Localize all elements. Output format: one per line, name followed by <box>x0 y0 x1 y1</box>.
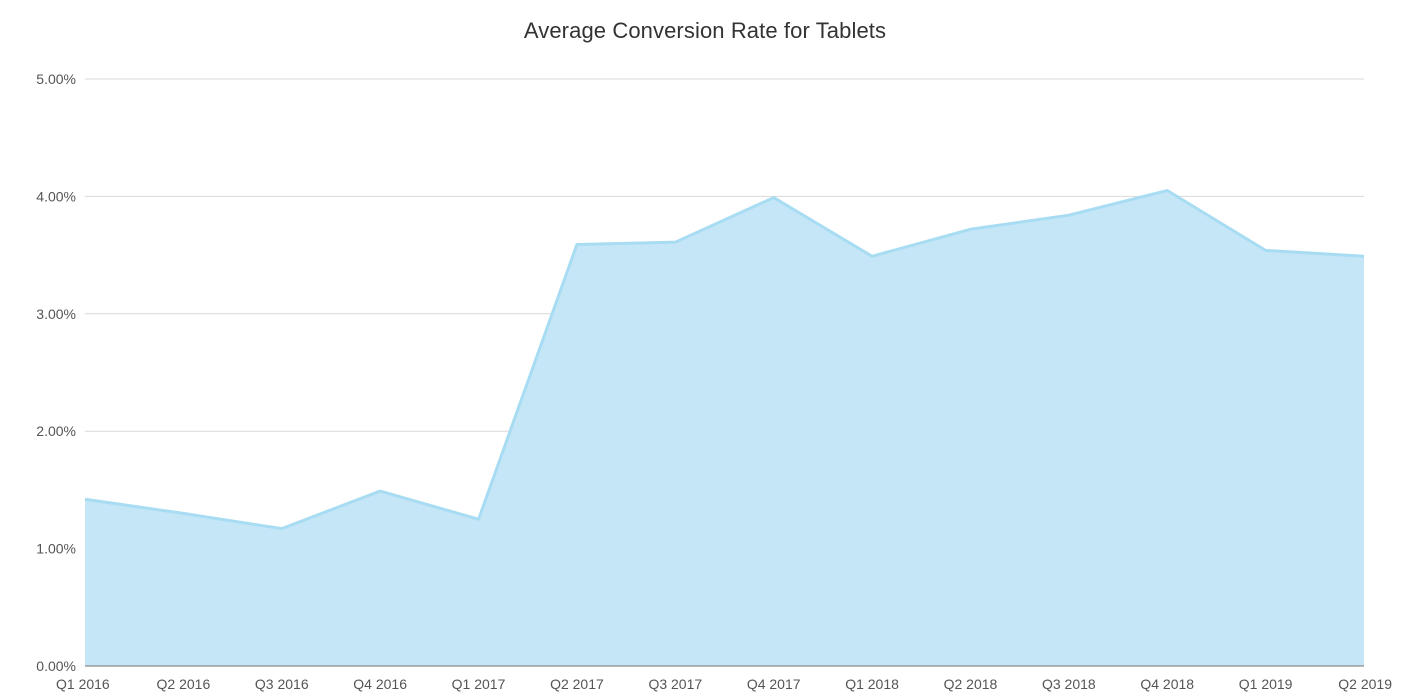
x-tick-label: Q1 2019 <box>1239 676 1293 692</box>
x-tick-label: Q3 2016 <box>255 676 309 692</box>
area-fill <box>85 190 1364 666</box>
x-tick-label: Q3 2018 <box>1042 676 1096 692</box>
series-line <box>84 189 1365 531</box>
series-area <box>84 189 1365 666</box>
x-tick-label: Q4 2018 <box>1140 676 1194 692</box>
y-tick-label: 1.00% <box>36 541 76 557</box>
x-tick-label: Q4 2016 <box>353 676 407 692</box>
x-tick-label: Q4 2017 <box>747 676 801 692</box>
x-tick-label: Q1 2016 <box>56 676 110 692</box>
y-tick-label: 0.00% <box>36 658 76 674</box>
y-tick-label: 3.00% <box>36 306 76 322</box>
x-tick-label: Q2 2019 <box>1338 676 1392 692</box>
x-axis-tick-labels: Q1 2016 Q2 2016 Q3 2016 Q4 2016 Q1 2017 Q2 20… <box>56 676 1392 692</box>
y-tick-label: 5.00% <box>36 71 76 87</box>
x-tick-label: Q1 2018 <box>845 676 899 692</box>
y-tick-label: 2.00% <box>36 423 76 439</box>
x-tick-label: Q2 2016 <box>157 676 211 692</box>
chart-title: Average Conversion Rate for Tablets <box>523 18 887 43</box>
x-tick-label: Q1 2017 <box>452 676 506 692</box>
x-tick-label: Q2 2017 <box>550 676 604 692</box>
y-tick-label: 4.00% <box>36 188 76 204</box>
x-tick-label: Q3 2017 <box>648 676 702 692</box>
y-axis-tick-labels: 0.00% 1.00% 2.00% 3.00% 4.00% 5.00% <box>36 71 76 674</box>
x-tick-label: Q2 2018 <box>944 676 998 692</box>
